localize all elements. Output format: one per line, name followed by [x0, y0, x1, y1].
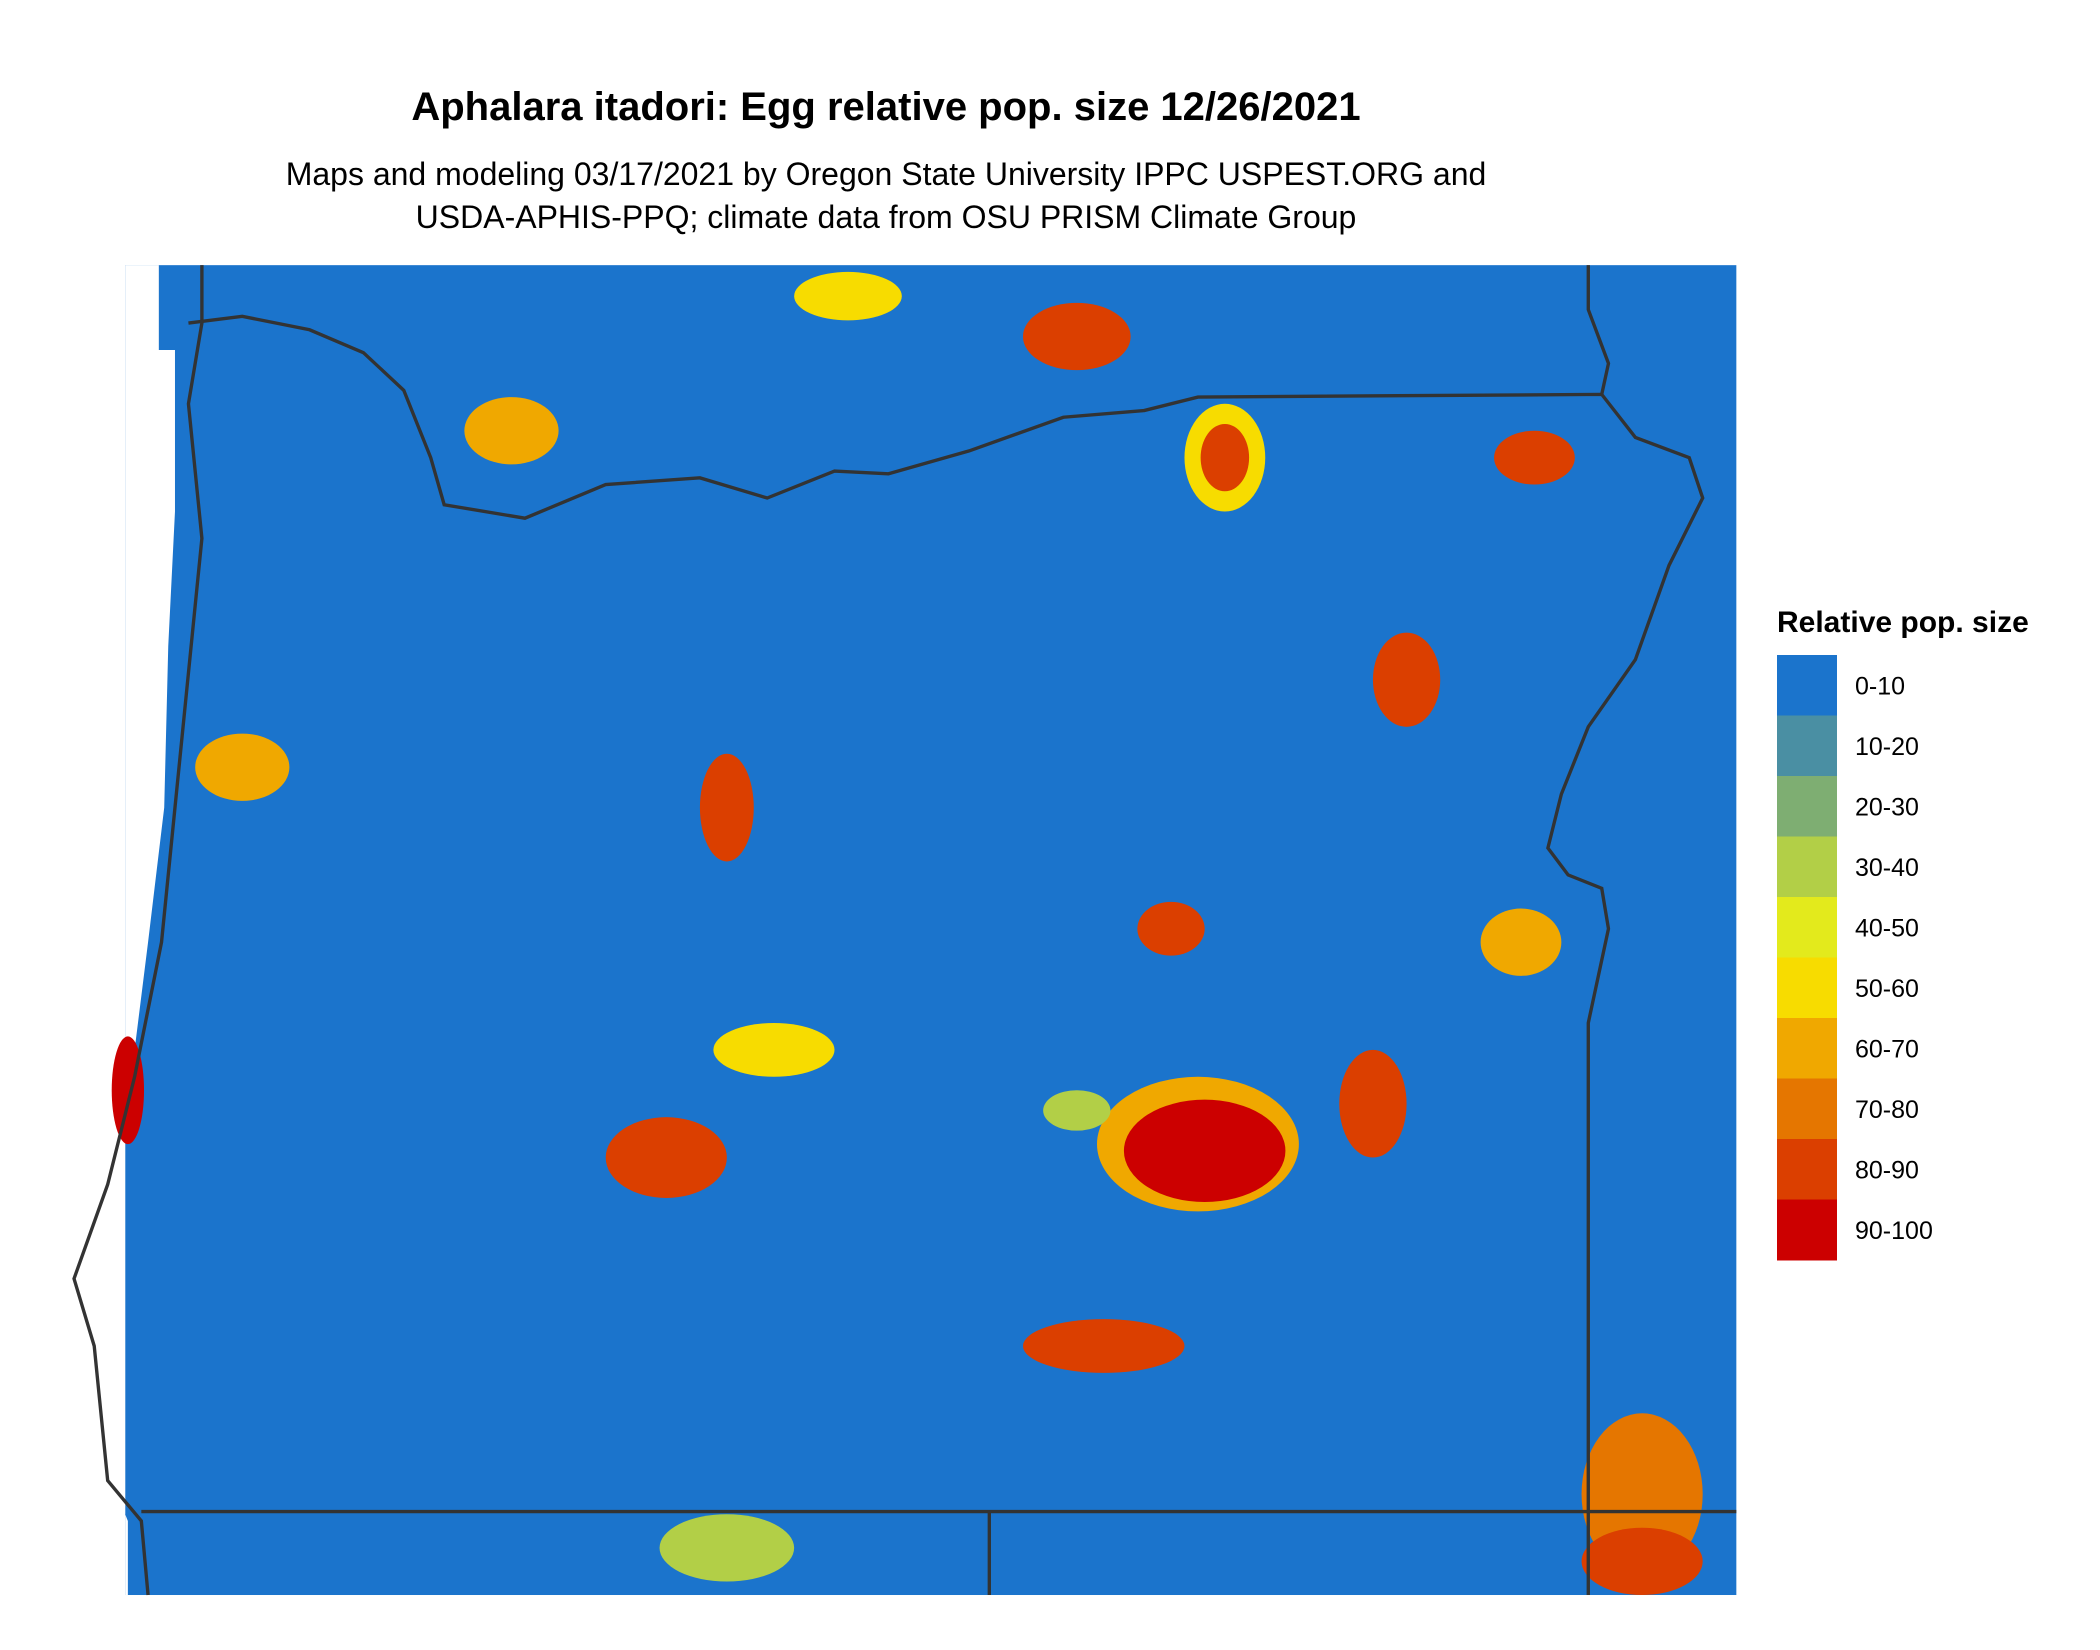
legend-label: 20-30: [1855, 793, 1919, 821]
legend-label: 10-20: [1855, 733, 1919, 761]
hotspots: [111, 271, 1703, 1596]
legend-label: 0-10: [1855, 672, 1905, 700]
legend-swatch: [1777, 1018, 1837, 1079]
map: [60, 265, 1737, 1596]
raster: [125, 265, 1737, 1596]
legend-label: 50-60: [1855, 975, 1919, 1003]
ocean-mask: [60, 265, 175, 1596]
legend-label: 30-40: [1855, 854, 1919, 882]
legend-swatch: [1777, 836, 1837, 898]
legend-label: 70-80: [1855, 1096, 1919, 1124]
legend-label: 60-70: [1855, 1035, 1919, 1063]
legend-swatch: [1777, 776, 1837, 837]
legend-label: 80-90: [1855, 1156, 1919, 1184]
legend: 0-10 10-20 20-30 30-40 40-50 50-60 60-70 70-80 8…: [1777, 655, 1933, 1261]
title: Aphalara itadori: Egg relative pop. size…: [411, 85, 1360, 129]
boundaries: [72, 265, 1737, 1596]
legend-label: 90-100: [1855, 1217, 1933, 1245]
subtitle: Maps and modeling 03/17/2021 by Oregon S…: [286, 156, 1487, 192]
legend-swatch: [1777, 957, 1837, 1019]
legend-swatch: [1777, 715, 1837, 777]
legend-swatch: [1777, 1139, 1837, 1200]
legend-label: 40-50: [1855, 914, 1919, 942]
legend-swatch: [1777, 897, 1837, 958]
subtitle: USDA-APHIS-PPQ; climate data from OSU PR…: [416, 199, 1357, 235]
legend-swatch: [1777, 1078, 1837, 1140]
legend-swatch: [1777, 1199, 1837, 1261]
legend-swatch: [1777, 655, 1837, 716]
legend-title: Relative pop. size: [1777, 606, 2029, 639]
